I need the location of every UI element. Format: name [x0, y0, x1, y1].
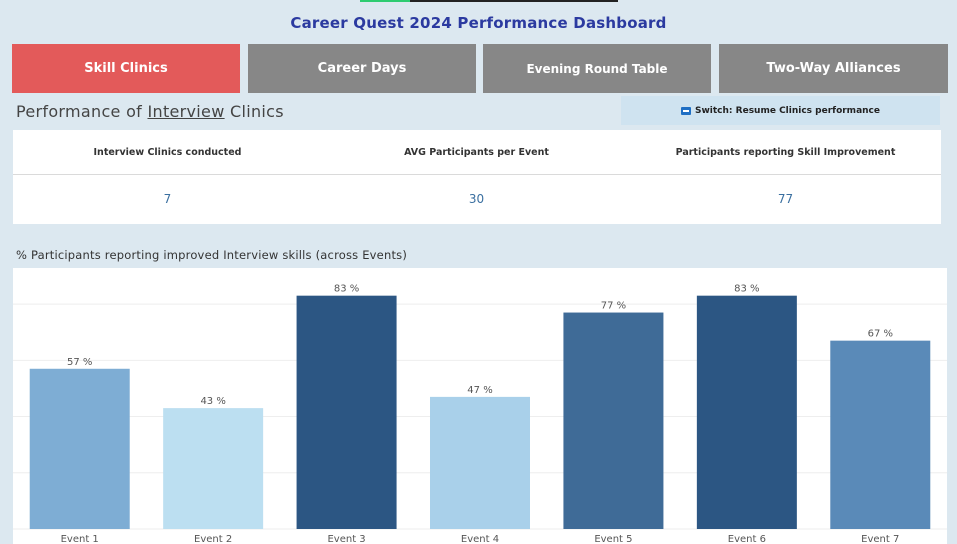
switch-label: Switch: Resume Clinics performance — [695, 105, 880, 116]
bar-4[interactable] — [430, 396, 530, 529]
chart-title: % Participants reporting improved Interv… — [16, 248, 408, 262]
data-label: 83 % — [734, 284, 759, 295]
top-accent — [360, 0, 410, 2]
bar-2[interactable] — [163, 408, 264, 529]
tab-skill-clinics[interactable]: Skill Clinics — [12, 44, 240, 93]
tab-evening-round-table[interactable]: Evening Round Table — [483, 44, 711, 93]
x-tick-label: Event 6 — [728, 534, 766, 544]
x-tick-label: Event 3 — [327, 534, 365, 544]
bar-chart: 57 % Event 1 43 % Event 2 83 % Event 3 47 % Eve… — [13, 268, 947, 544]
kpi-label: Participants reporting Skill Improvement — [675, 147, 896, 158]
section-title-highlight: Interview — [147, 102, 225, 121]
kpi-value: 7 — [163, 192, 172, 206]
kpi-panel: Interview Clinics conducted 7 AVG Partic… — [13, 130, 941, 224]
section-title-prefix: Performance of — [16, 102, 148, 121]
x-tick-label: Event 5 — [594, 534, 632, 544]
tab-bar: Skill Clinics Career Days Evening Round … — [12, 44, 948, 93]
section-title-suffix: Clinics — [224, 102, 284, 121]
kpi-label: AVG Participants per Event — [404, 147, 549, 158]
kpi-divider — [13, 174, 941, 175]
tab-career-days[interactable]: Career Days — [248, 44, 476, 93]
data-label: 47 % — [467, 385, 492, 396]
data-label: 83 % — [334, 284, 359, 295]
data-label: 43 % — [200, 396, 225, 407]
top-divider — [360, 0, 618, 2]
bar-chart-svg: 57 % Event 1 43 % Event 2 83 % Event 3 47 % Eve… — [13, 284, 947, 544]
switch-icon — [681, 106, 691, 115]
data-label: 77 % — [601, 301, 626, 312]
x-tick-label: Event 4 — [461, 534, 499, 544]
data-label: 57 % — [67, 357, 92, 368]
kpi-label: Interview Clinics conducted — [93, 147, 242, 158]
kpi-value: 77 — [777, 192, 794, 206]
bar-7[interactable] — [830, 340, 931, 529]
bar-1[interactable] — [29, 368, 130, 529]
bar-3[interactable] — [296, 295, 397, 529]
kpi-value: 30 — [468, 192, 485, 206]
switch-resume-clinics-button[interactable]: Switch: Resume Clinics performance — [621, 96, 940, 125]
section-title: Performance of Interview Clinics — [16, 102, 284, 121]
bar-5[interactable] — [563, 312, 664, 529]
x-tick-label: Event 1 — [61, 534, 99, 544]
x-tick-label: Event 2 — [194, 534, 232, 544]
x-tick-label: Event 7 — [861, 534, 899, 544]
tab-two-way-alliances[interactable]: Two-Way Alliances — [719, 44, 948, 93]
data-label: 67 % — [868, 329, 893, 340]
page-title: Career Quest 2024 Performance Dashboard — [290, 14, 667, 32]
bar-6[interactable] — [696, 295, 797, 529]
